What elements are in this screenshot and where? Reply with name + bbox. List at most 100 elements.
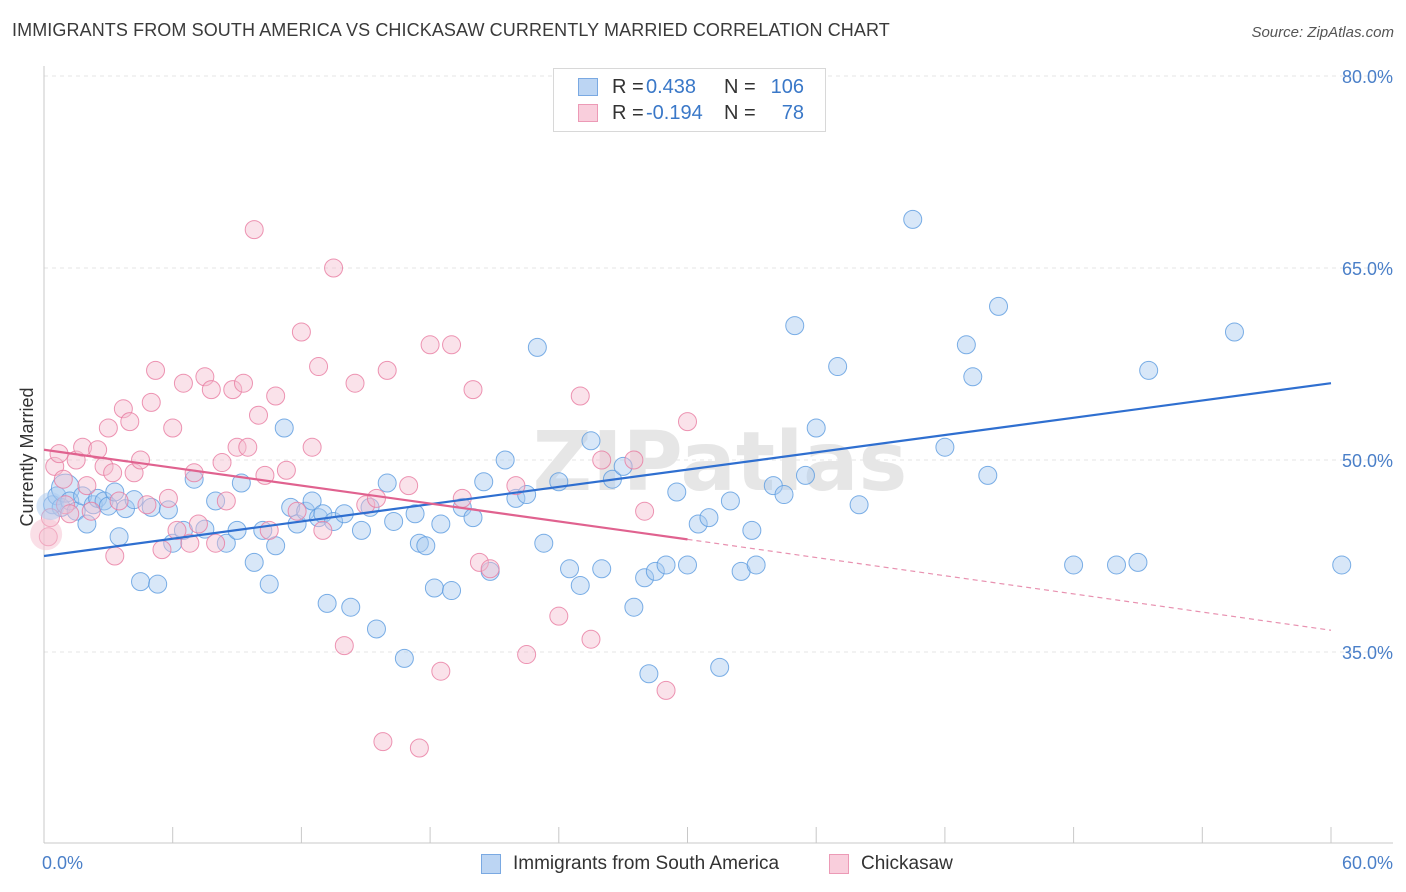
point-chickasaw (184, 463, 204, 483)
legend-r-value: -0.194 (646, 101, 703, 124)
point-chickasaw (216, 491, 236, 511)
point-chickasaw (158, 488, 178, 508)
point-chickasaw (276, 460, 296, 480)
point-south-america (124, 490, 144, 510)
point-south-america (1064, 555, 1084, 575)
point-chickasaw (109, 491, 129, 511)
point-chickasaw (678, 412, 697, 432)
point-south-america (105, 482, 125, 502)
bottom-legend-chickasaw: Chickasaw (829, 852, 953, 876)
point-chickasaw (137, 495, 157, 515)
legend-n-value: 106 (770, 75, 804, 98)
legend-swatch-blue (578, 78, 598, 96)
point-south-america (592, 559, 612, 579)
point-south-america (442, 581, 462, 601)
point-south-america (688, 514, 708, 534)
point-chickasaw (570, 386, 590, 406)
point-chickasaw (581, 629, 601, 649)
point-south-america (1139, 360, 1159, 380)
point-chickasaw (244, 220, 264, 240)
point-chickasaw (442, 335, 462, 355)
point-chickasaw (223, 380, 243, 400)
legend-n-label: N = (724, 75, 756, 98)
tick-labels: 35.0% 50.0% 65.0% 80.0% 0.0% 60.0% Currently M… (17, 67, 1393, 873)
point-chickasaw (201, 380, 221, 400)
legend-r-value: 0.438 (646, 75, 697, 98)
point-chickasaw (163, 418, 183, 438)
point-south-america (963, 367, 983, 387)
y-tick-label: 50.0% (1342, 451, 1393, 471)
point-south-america (495, 450, 515, 470)
point-chickasaw (302, 437, 322, 457)
point-south-america (416, 536, 436, 556)
point-chickasaw (399, 476, 419, 496)
point-south-america (903, 209, 923, 229)
x-tick-label: 0.0% (42, 853, 83, 873)
point-south-america (1128, 552, 1148, 572)
point-south-america (624, 597, 644, 617)
point-south-america-cluster (36, 492, 65, 521)
point-south-america (424, 578, 444, 598)
point-chickasaw (152, 540, 172, 560)
point-south-america (244, 552, 264, 572)
point-chickasaw (324, 258, 344, 278)
trend-lines (43, 382, 1332, 631)
point-south-america (259, 574, 279, 594)
y-tick-label: 65.0% (1342, 259, 1393, 279)
point-south-america (742, 520, 762, 540)
legend-r-label: R = (612, 101, 644, 124)
trend-line-chickasaw-extension (687, 538, 1332, 631)
point-south-america (131, 572, 151, 592)
point-south-america (384, 511, 404, 531)
point-south-america (613, 456, 633, 476)
y-tick-label: 80.0% (1342, 67, 1393, 87)
point-south-america (1332, 555, 1352, 575)
point-south-america (527, 337, 547, 357)
x-tick-label: 60.0% (1342, 853, 1393, 873)
point-chickasaw (480, 559, 500, 579)
point-chickasaw-cluster (30, 518, 63, 551)
point-chickasaw (233, 373, 253, 393)
watermark: ZIPatlas (533, 415, 908, 510)
point-chickasaw (141, 392, 161, 412)
point-chickasaw (506, 476, 526, 496)
point-chickasaw (131, 450, 151, 470)
point-chickasaw (212, 453, 232, 473)
point-south-america (431, 514, 451, 534)
point-south-america (206, 491, 226, 511)
point-south-america (678, 555, 697, 575)
point-south-america (534, 533, 554, 553)
point-south-america (1224, 322, 1244, 342)
point-south-america (570, 575, 590, 595)
point-chickasaw (469, 552, 489, 572)
legend-n-value: 78 (781, 101, 804, 124)
data-points (30, 209, 1352, 758)
point-south-america (394, 648, 414, 668)
point-chickasaw (146, 360, 166, 380)
legend-row-chickasaw: R = -0.194 N = 78 (578, 101, 804, 125)
point-chickasaw (103, 463, 123, 483)
point-chickasaw (409, 738, 429, 758)
point-chickasaw (345, 373, 365, 393)
point-south-america (366, 619, 386, 639)
point-chickasaw (120, 412, 140, 432)
point-south-america (774, 485, 794, 505)
point-chickasaw (549, 606, 569, 626)
point-south-america (1107, 555, 1126, 575)
point-chickasaw (173, 373, 193, 393)
y-tick-label: 35.0% (1342, 643, 1393, 663)
point-chickasaw (463, 380, 483, 400)
point-chickasaw (313, 520, 333, 540)
point-south-america (746, 555, 766, 575)
point-chickasaw (656, 680, 676, 700)
point-south-america (635, 568, 655, 588)
legend-row-south-america: R = 0.438 N = 106 (578, 75, 804, 99)
point-chickasaw (167, 520, 187, 540)
trend-line-south-america (43, 382, 1332, 558)
point-chickasaw (291, 322, 311, 342)
point-south-america (806, 418, 826, 438)
point-south-america (828, 357, 848, 377)
point-chickasaw (366, 488, 386, 508)
point-chickasaw (334, 636, 354, 656)
